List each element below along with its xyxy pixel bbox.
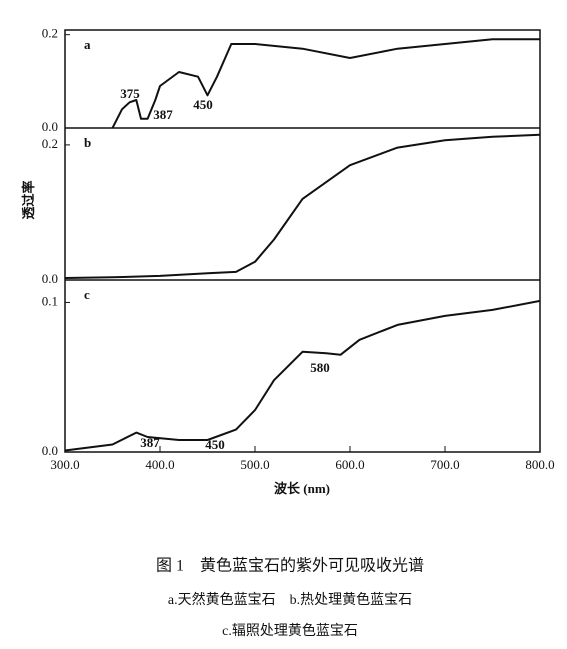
panel-label: c xyxy=(84,287,90,302)
y-tick-label: 0.0 xyxy=(42,119,58,134)
annotation: 387 xyxy=(140,435,160,450)
y-tick-label: 0.0 xyxy=(42,443,58,458)
x-tick-label: 800.0 xyxy=(525,457,554,472)
x-tick-label: 300.0 xyxy=(50,457,79,472)
x-tick-label: 600.0 xyxy=(335,457,364,472)
x-axis-label: 波长 (nm) xyxy=(274,481,330,496)
x-tick-label: 400.0 xyxy=(145,457,174,472)
annotation: 375 xyxy=(120,86,140,101)
y-tick-label: 0.2 xyxy=(42,136,58,151)
spectrum-line xyxy=(64,299,541,452)
y-tick-label: 0.0 xyxy=(42,271,58,286)
panel-label: a xyxy=(84,37,91,52)
annotation: 387 xyxy=(153,107,173,122)
annotation: 450 xyxy=(193,97,213,112)
caption-title: 图 1 黄色蓝宝石的紫外可见吸收光谱 xyxy=(156,557,424,575)
y-tick-label: 0.2 xyxy=(42,26,58,41)
spectrum-line xyxy=(111,38,540,129)
y-tick-label: 0.1 xyxy=(42,293,58,308)
panel-label: b xyxy=(84,135,91,150)
x-tick-label: 500.0 xyxy=(240,457,269,472)
frame xyxy=(64,29,541,453)
y-axis-label: 透过率 xyxy=(21,180,36,219)
caption-line: c.辐照处理黄色蓝宝石 xyxy=(222,622,358,639)
annotation: 580 xyxy=(310,360,330,375)
x-tick-label: 700.0 xyxy=(430,457,459,472)
annotation: 450 xyxy=(205,437,225,452)
spectrum-line xyxy=(64,133,541,279)
caption-line: a.天然黄色蓝宝石 b.热处理黄色蓝宝石 xyxy=(168,591,412,608)
